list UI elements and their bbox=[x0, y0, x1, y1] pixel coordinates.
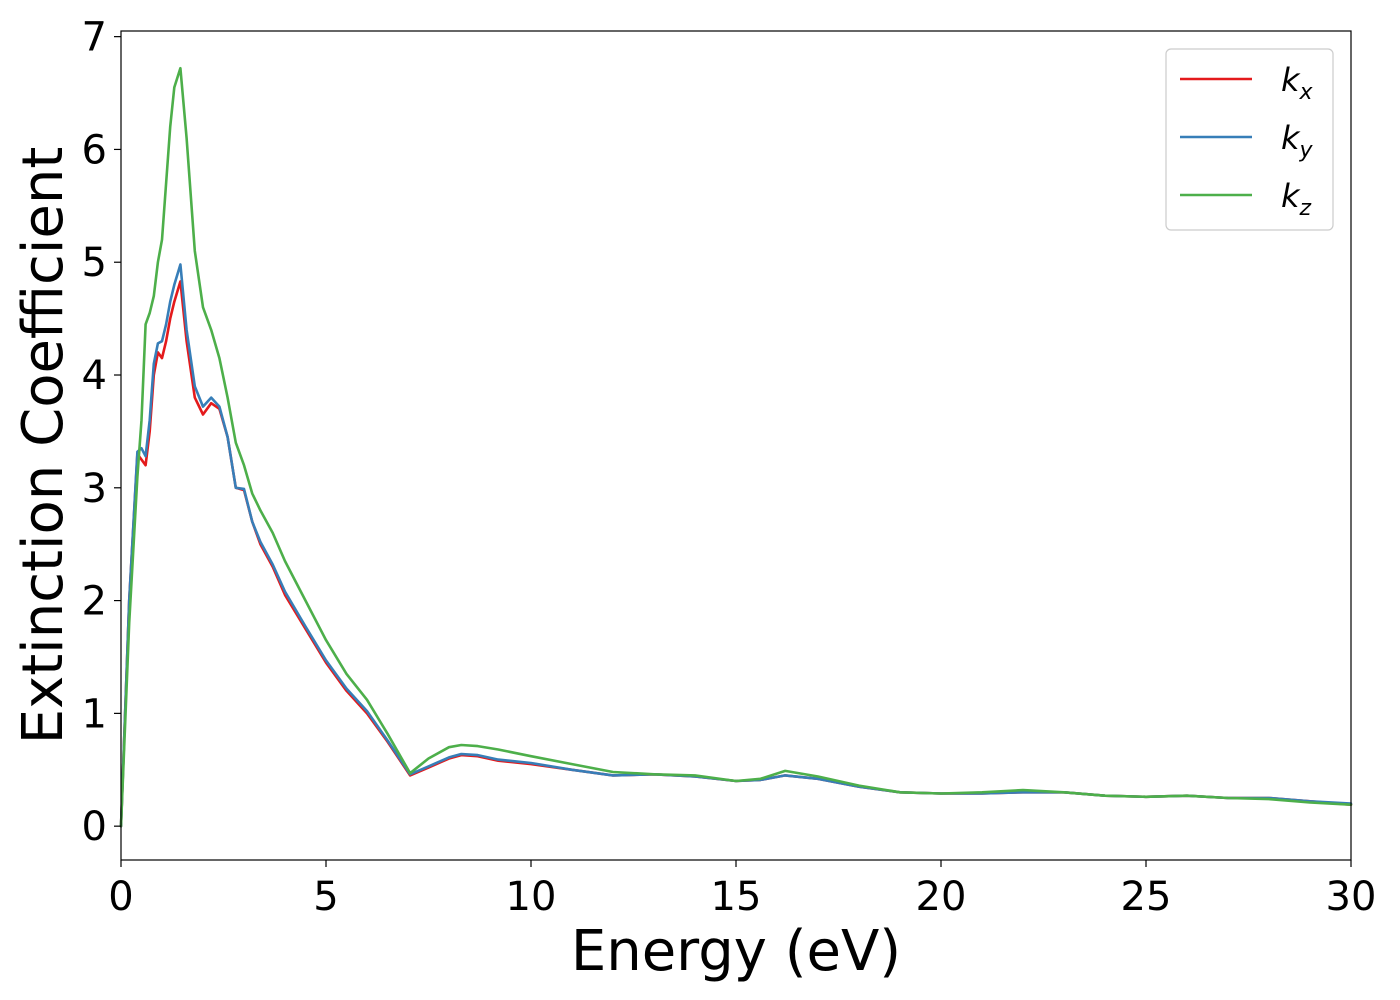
x-tick-label: 0 bbox=[108, 874, 133, 920]
series-line-y bbox=[119, 263, 1353, 828]
x-axis-ticks: 0 5 10 15 20 25 30 bbox=[108, 860, 1376, 920]
series-line-x bbox=[119, 280, 1353, 828]
x-tick-label: 5 bbox=[313, 874, 338, 920]
x-tick-label: 25 bbox=[1121, 874, 1172, 920]
x-tick-label: 15 bbox=[711, 874, 762, 920]
legend: kx ky kz bbox=[1165, 48, 1334, 231]
y-tick-label: 3 bbox=[82, 466, 107, 512]
x-axis-title: Energy (eV) bbox=[571, 919, 901, 984]
y-axis-ticks: 0 1 2 3 4 5 6 7 bbox=[82, 15, 121, 850]
plot-lines bbox=[119, 66, 1353, 828]
series-line-z bbox=[119, 66, 1353, 828]
y-tick-label: 5 bbox=[82, 240, 107, 286]
legend-label-z: kz bbox=[1281, 177, 1312, 221]
legend-label-y: ky bbox=[1281, 119, 1314, 163]
y-tick-label: 1 bbox=[82, 691, 107, 737]
x-tick-label: 30 bbox=[1326, 874, 1377, 920]
y-tick-label: 2 bbox=[82, 579, 107, 625]
y-axis-title: Extinction Coefficient bbox=[11, 147, 76, 745]
legend-box bbox=[1165, 48, 1334, 231]
y-tick-label: 7 bbox=[82, 15, 107, 61]
legend-label-x: kx bbox=[1281, 61, 1314, 105]
y-tick-label: 4 bbox=[82, 353, 107, 399]
y-tick-label: 0 bbox=[82, 804, 107, 850]
x-tick-label: 10 bbox=[506, 874, 557, 920]
x-tick-label: 20 bbox=[916, 874, 967, 920]
y-tick-label: 6 bbox=[82, 127, 107, 173]
